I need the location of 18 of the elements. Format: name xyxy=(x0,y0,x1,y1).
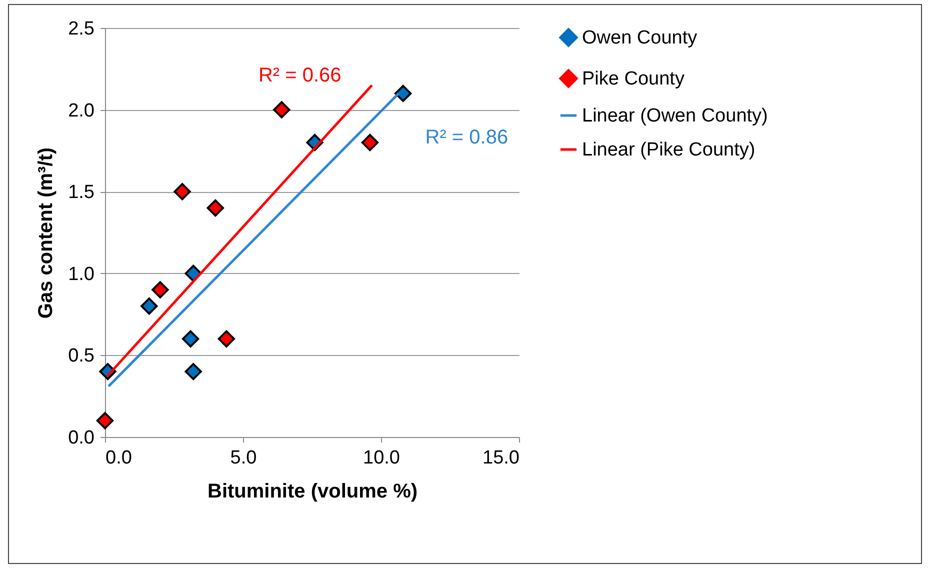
y-tick-label: 1.5 xyxy=(68,182,94,204)
legend-label: Pike County xyxy=(582,68,685,90)
x-tick-label: 5.0 xyxy=(230,448,257,468)
x-tick-label: 15.0 xyxy=(482,448,520,468)
y-axis-title: Gas content (m³/t) xyxy=(35,147,58,319)
legend-label: Linear (Pike County) xyxy=(582,140,756,160)
y-tick-label: 1.0 xyxy=(68,264,94,285)
legend-label: Owen County xyxy=(582,28,698,48)
x-tick-label: 0.0 xyxy=(106,448,132,468)
annotation: R² = 0.86 xyxy=(425,126,508,148)
annotation: R² = 0.66 xyxy=(258,64,342,86)
x-axis-title: Bituminite (volume %) xyxy=(207,480,418,502)
y-tick-label: 2.0 xyxy=(68,100,94,122)
y-tick-label: 0.5 xyxy=(68,346,94,367)
legend-label: Linear (Owen County) xyxy=(582,106,768,126)
x-tick-label: 10.0 xyxy=(363,448,400,468)
y-tick-label: 0.0 xyxy=(68,428,94,448)
y-tick-label: 2.5 xyxy=(68,18,94,40)
